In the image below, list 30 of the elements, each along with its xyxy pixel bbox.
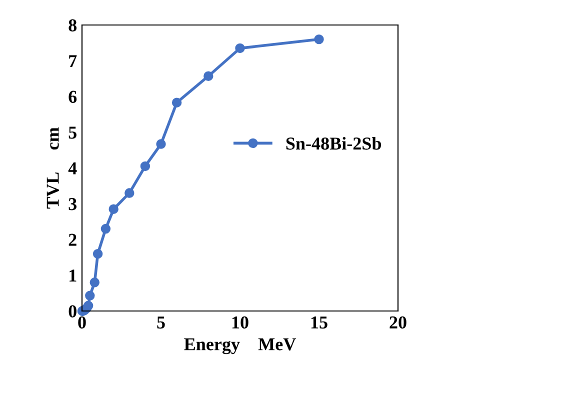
point [83, 300, 94, 310]
point [92, 248, 103, 259]
x-tick-label: 20 [390, 316, 406, 329]
point [124, 188, 134, 198]
x-tick-label: 0 [78, 316, 86, 329]
point [172, 98, 182, 108]
y-axis-title: TVL cm [46, 127, 59, 209]
y-tick-label: 3 [68, 198, 77, 210]
point [100, 224, 111, 234]
x-tick-label: 15 [311, 316, 328, 329]
point [90, 278, 100, 288]
point [156, 139, 166, 149]
y-tick-label: 7 [69, 55, 77, 68]
y-tick-label: 2 [68, 234, 76, 246]
y-tick-label: 0 [68, 305, 76, 318]
point [108, 204, 118, 214]
x-tick-label: 5 [157, 316, 165, 329]
y-tick-label: 5 [68, 126, 76, 139]
point [235, 43, 245, 54]
y-tick-label: 4 [68, 162, 77, 174]
x-axis-title: Energy MeV [184, 338, 296, 354]
y-tick-label: 1 [70, 270, 76, 282]
y-tick-label: 6 [68, 90, 77, 103]
point [314, 34, 324, 44]
y-tick-label: 8 [68, 19, 77, 32]
point [204, 71, 214, 81]
point [85, 290, 95, 300]
legend-label: Sn-48Bi-2Sb [286, 136, 382, 150]
point [140, 161, 150, 172]
x-tick-label: 10 [232, 316, 248, 329]
